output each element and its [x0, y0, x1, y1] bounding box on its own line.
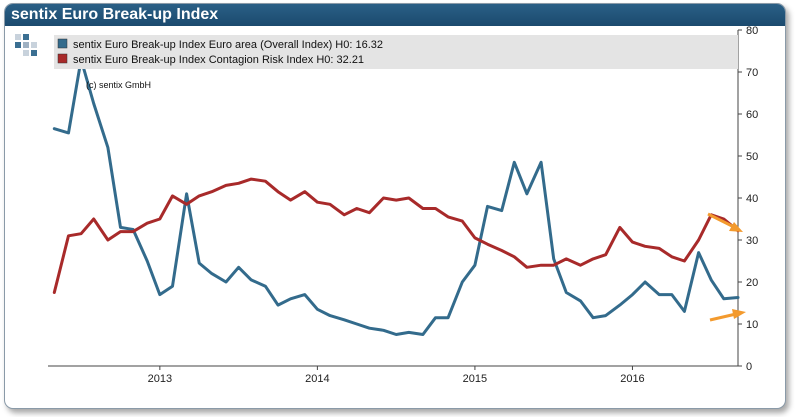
y-tick-label: 30: [746, 235, 758, 247]
series-line-1: [52, 57, 740, 336]
y-tick-label: 70: [746, 67, 758, 79]
sentix-logo-icon: [15, 34, 37, 56]
legend-label-2: sentix Euro Break-up Index Contagion Ris…: [73, 54, 364, 66]
x-tick-label: 2013: [148, 373, 172, 385]
chart-title: sentix Euro Break-up Index: [11, 6, 219, 23]
chart-panel: sentix Euro Break-up Index: [4, 3, 786, 409]
y-tick-label: 40: [746, 193, 758, 205]
y-tick-label: 80: [746, 25, 758, 37]
copyright-label: (c) sentix GmbH: [86, 80, 151, 90]
legend-swatch-2: [57, 53, 68, 64]
orange-arrow-icon: [709, 309, 746, 322]
y-tick-label: 60: [746, 109, 758, 121]
y-tick-label: 20: [746, 277, 758, 289]
legend-box: [54, 35, 738, 69]
legend-label-1: sentix Euro Break-up Index Euro area (Ov…: [73, 39, 383, 51]
title-bar: sentix Euro Break-up Index: [5, 4, 785, 26]
orange-arrow-icon: [707, 212, 743, 232]
x-tick-label: 2015: [463, 373, 487, 385]
legend-swatch-1: [57, 38, 68, 49]
x-tick-label: 2016: [620, 373, 644, 385]
series-line-2: [52, 177, 740, 294]
y-tick-label: 50: [746, 151, 758, 163]
x-tick-label: 2014: [305, 373, 329, 385]
y-tick-label: 10: [746, 319, 758, 331]
y-tick-label: 0: [746, 361, 752, 373]
